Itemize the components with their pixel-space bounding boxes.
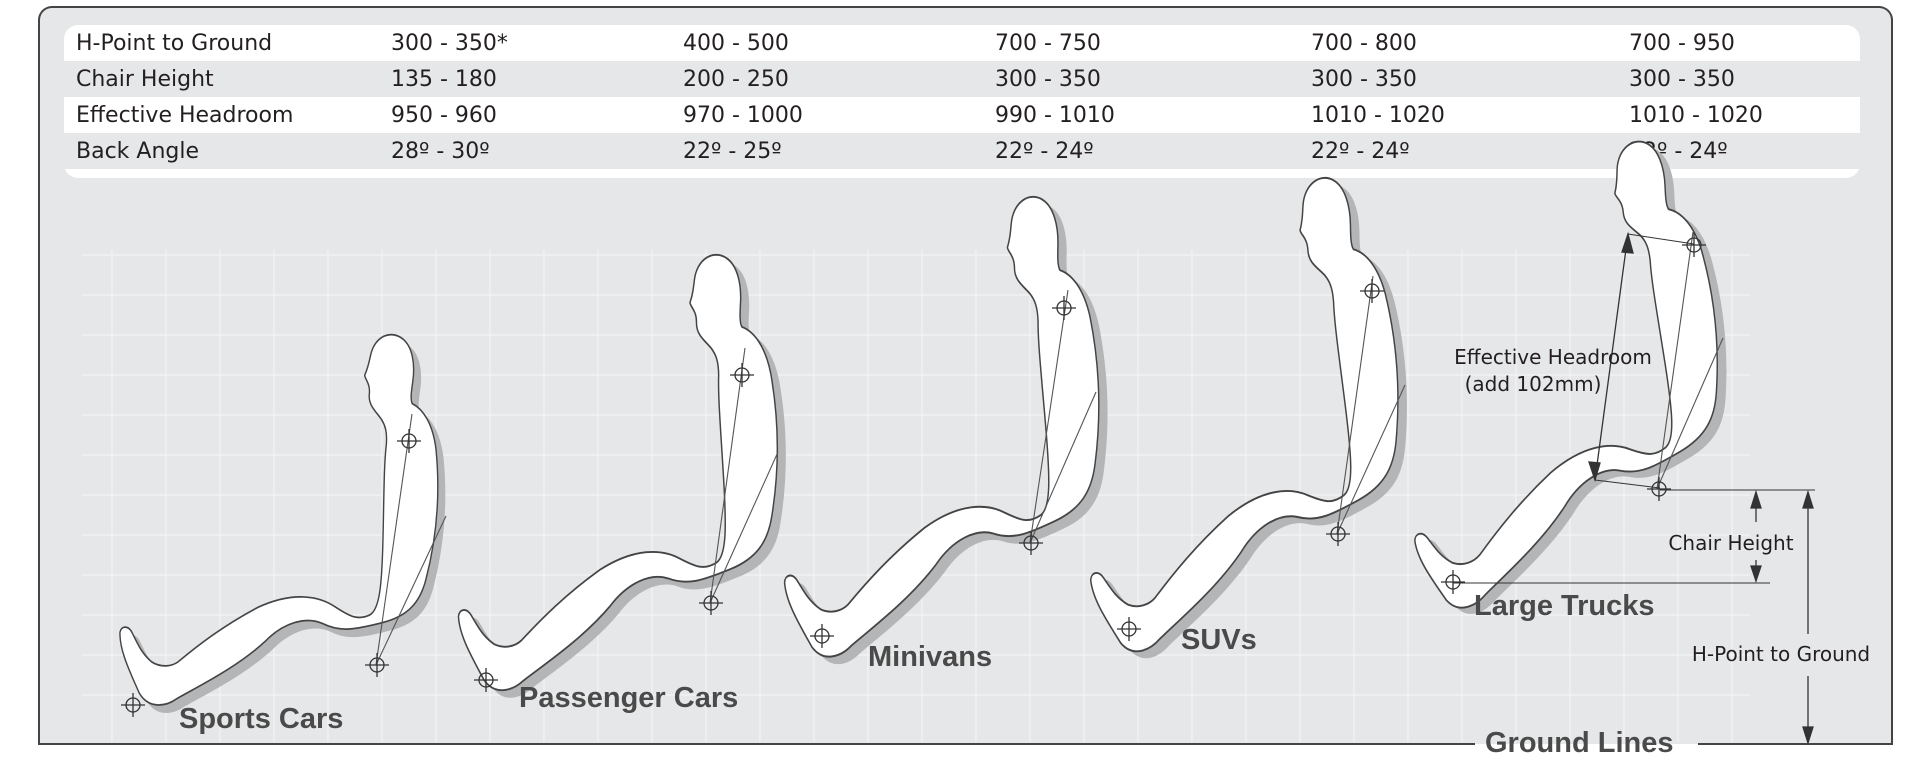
label-sports-cars: Sports Cars: [179, 703, 343, 735]
table-cell: 990 - 1010: [995, 103, 1115, 128]
table-cell: 135 - 180: [391, 67, 497, 92]
table-cell: 700 - 950: [1629, 31, 1735, 56]
label-ground-lines: Ground Lines: [1485, 727, 1674, 759]
row-label: Effective Headroom: [76, 103, 294, 128]
chair-height-dimension: [1453, 489, 1815, 584]
figure-passenger-cars: [416, 244, 814, 706]
row-label: H-Point to Ground: [76, 31, 273, 56]
label-suvs: SUVs: [1181, 624, 1257, 656]
table-cell: 970 - 1000: [683, 103, 803, 128]
h-point-dimension: [1802, 489, 1814, 746]
table-cell: 300 - 350: [1311, 67, 1417, 92]
posture-lines-suvs: [1116, 275, 1406, 642]
table-cell: 300 - 350: [1629, 67, 1735, 92]
table-row-chair-height: Chair Height 135 - 180 200 - 250 300 - 3…: [64, 61, 1860, 97]
label-add-102mm: (add 102mm): [1465, 372, 1602, 396]
table-cell: 22º - 25º: [683, 139, 782, 164]
table-cell: 950 - 960: [391, 103, 497, 128]
label-chair-height: Chair Height: [1668, 531, 1793, 555]
table-cell: 22º - 24º: [1311, 139, 1410, 164]
table-cell: 700 - 800: [1311, 31, 1417, 56]
table-cell: 300 - 350: [995, 67, 1101, 92]
table-cell: 1010 - 1020: [1311, 103, 1445, 128]
label-h-point-to-ground: H-Point to Ground: [1692, 642, 1870, 666]
table-cell: 1010 - 1020: [1629, 103, 1763, 128]
posture-lines-passenger-cars: [473, 347, 779, 693]
row-label: Back Angle: [76, 139, 200, 164]
posture-lines-minivans: [809, 289, 1097, 649]
table-cell: 28º - 30º: [391, 139, 490, 164]
table-row-h-point: H-Point to Ground 300 - 350* 400 - 500 7…: [64, 25, 1860, 61]
table-cell: 22º - 24º: [995, 139, 1094, 164]
table-row-effective-headroom: Effective Headroom 950 - 960 970 - 1000 …: [64, 97, 1860, 133]
row-label: Chair Height: [76, 67, 214, 92]
posture-lines-sports-cars: [120, 413, 447, 718]
table-cell: 400 - 500: [683, 31, 789, 56]
posture-lines-large-trucks: [1440, 231, 1724, 595]
figure-sports-cars: [103, 330, 457, 717]
headroom-dimension: [1588, 231, 1695, 489]
label-effective-headroom: Effective Headroom: [1454, 345, 1652, 369]
label-minivans: Minivans: [868, 641, 992, 673]
table-cell: 300 - 350*: [391, 31, 508, 56]
label-passenger-cars: Passenger Cars: [519, 682, 738, 714]
seating-spec-table: H-Point to Ground 300 - 350* 400 - 500 7…: [64, 25, 1860, 178]
table-cell: 700 - 750: [995, 31, 1101, 56]
table-cell: 200 - 250: [683, 67, 789, 92]
table-row-back-angle: Back Angle 28º - 30º 22º - 25º 22º - 24º…: [64, 133, 1860, 169]
label-large-trucks: Large Trucks: [1474, 590, 1655, 622]
